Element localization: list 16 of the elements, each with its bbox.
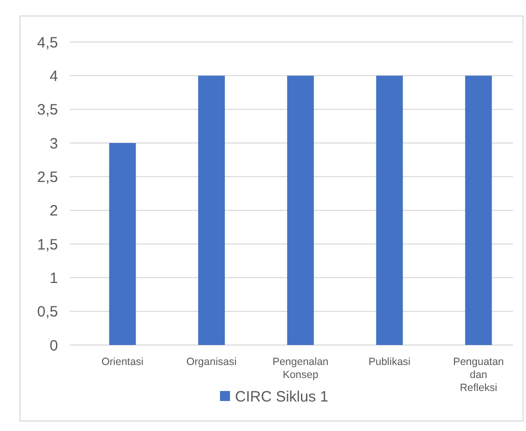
legend-label: CIRC Siklus 1 [235, 388, 328, 406]
x-tick-label: Organisasi [186, 356, 237, 368]
y-tick-label: 3,5 [37, 102, 58, 119]
y-tick-label: 0 [50, 337, 58, 354]
y-tick-label: 3 [50, 135, 58, 152]
x-tick-label: Publikasi [368, 356, 411, 368]
y-tick-label: 0,5 [37, 304, 58, 321]
y-tick-label: 1,5 [37, 236, 58, 254]
y-tick-label: 4 [50, 68, 58, 85]
x-tick-label: Penguatan dan Refleksi [453, 356, 504, 394]
y-tick-label: 2 [50, 202, 58, 220]
y-tick-label: 4,5 [37, 34, 58, 52]
x-tick-label: Orientasi [101, 356, 144, 368]
y-tick-label: 1 [50, 270, 58, 287]
y-tick-label: 2,5 [37, 168, 58, 186]
x-tick-label: Pengenalan Konsep [272, 356, 329, 381]
